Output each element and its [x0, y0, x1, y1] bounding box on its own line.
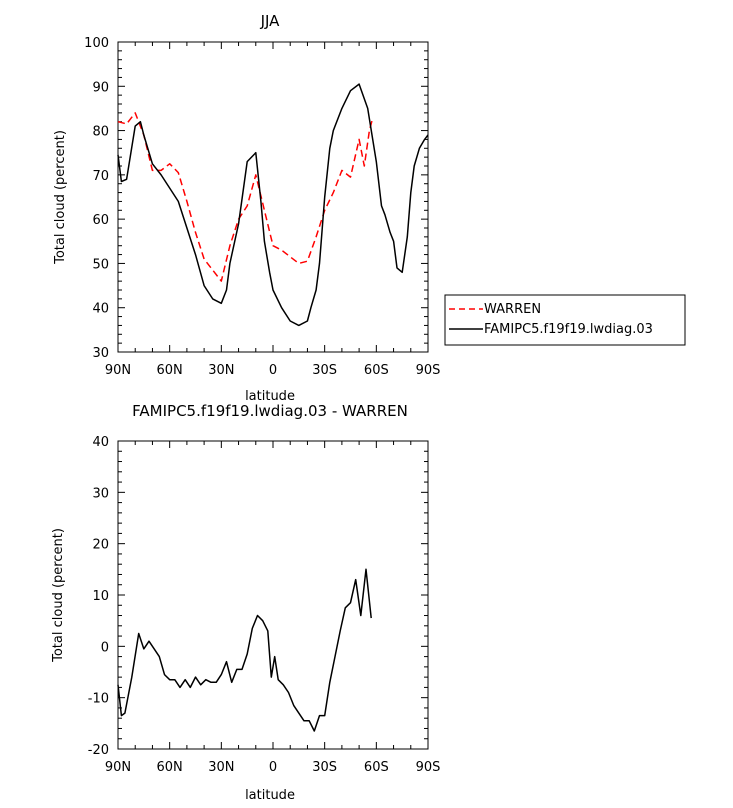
x-axis-label: latitude	[245, 389, 295, 404]
panel-title: FAMIPC5.f19f19.lwdiag.03 - WARREN	[132, 402, 408, 420]
x-tick-label: 90N	[105, 760, 131, 775]
y-axis-label: Total cloud (percent)	[51, 528, 66, 663]
warren-series-line	[117, 112, 374, 282]
difference-series-line	[117, 568, 372, 732]
x-tick-label: 30S	[312, 363, 337, 378]
y-tick-label: 30	[92, 346, 109, 361]
y-tick-label: 70	[92, 169, 109, 184]
y-tick-label: 40	[92, 302, 109, 317]
x-tick-label: 30S	[312, 760, 337, 775]
x-tick-label: 30N	[208, 760, 234, 775]
series-layer	[117, 83, 429, 327]
x-tick-labels: 90N 60N 30N 0 30S 60S 90S	[105, 363, 441, 378]
x-axis-label: latitude	[245, 788, 295, 803]
legend-label-warren: WARREN	[484, 302, 541, 317]
legend: WARREN FAMIPC5.f19f19.lwdiag.03	[444, 294, 686, 346]
y-tick-label: 30	[92, 486, 109, 501]
y-tick-label: 80	[92, 125, 109, 140]
jja-panel: JJA 90N 60N 30N 0 30S 60S 90S 30 40 50 60 70 80 90 10…	[53, 12, 686, 404]
y-tick-label: 90	[92, 80, 109, 95]
y-tick-label: 40	[92, 435, 109, 450]
x-tick-labels: 90N 60N 30N 0 30S 60S 90S	[105, 760, 441, 775]
legend-box	[444, 294, 686, 346]
y-tick-label: 100	[84, 36, 109, 51]
y-tick-label: -10	[88, 692, 109, 707]
x-tick-label: 60S	[364, 363, 389, 378]
model-series-line	[117, 83, 429, 327]
plot-frame	[117, 440, 429, 750]
y-tick-label: -20	[88, 743, 109, 758]
legend-label-model: FAMIPC5.f19f19.lwdiag.03	[484, 322, 653, 337]
y-tick-label: 50	[92, 257, 109, 272]
y-axis-label: Total cloud (percent)	[53, 130, 68, 265]
x-tick-label: 30N	[208, 363, 234, 378]
plot-frame	[117, 41, 429, 353]
y-tick-label: 20	[92, 538, 109, 553]
y-tick-label: 60	[92, 213, 109, 228]
series-layer	[117, 568, 372, 732]
axis-ticks	[117, 41, 429, 353]
x-tick-label: 60N	[157, 363, 183, 378]
panel-title: JJA	[260, 12, 281, 30]
y-tick-label: 10	[92, 589, 109, 604]
y-tick-label: 0	[101, 640, 109, 655]
axis-ticks	[117, 440, 429, 750]
x-tick-label: 60N	[157, 760, 183, 775]
x-tick-label: 0	[269, 363, 277, 378]
x-tick-label: 90S	[416, 363, 441, 378]
x-tick-label: 90N	[105, 363, 131, 378]
y-tick-labels: -20 -10 0 10 20 30 40	[88, 435, 109, 758]
y-tick-labels: 30 40 50 60 70 80 90 100	[84, 36, 109, 361]
x-tick-label: 0	[269, 760, 277, 775]
difference-panel: FAMIPC5.f19f19.lwdiag.03 - WARREN 90N 60N…	[51, 402, 440, 803]
x-tick-label: 60S	[364, 760, 389, 775]
x-tick-label: 90S	[416, 760, 441, 775]
